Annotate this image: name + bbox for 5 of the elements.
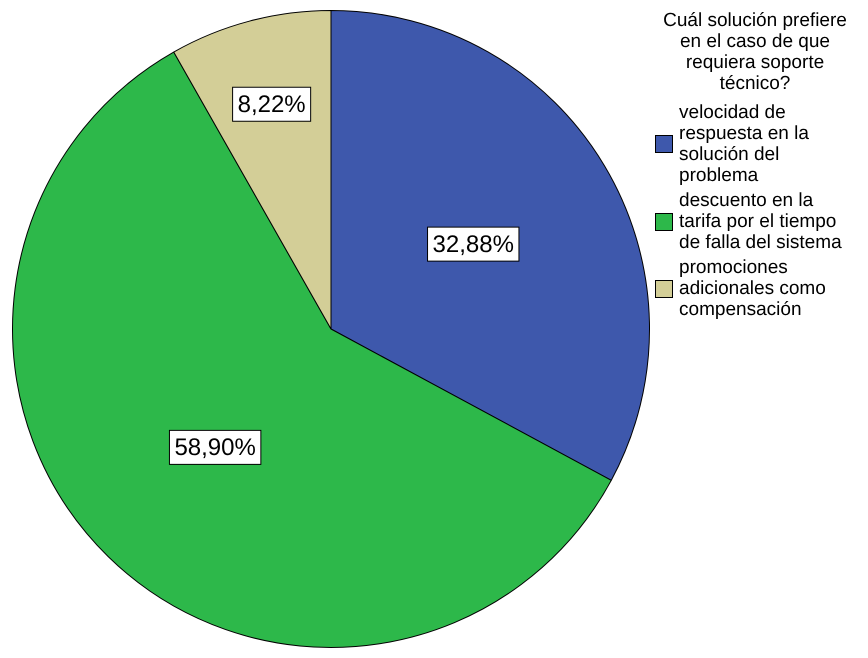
data-label: 32,88% xyxy=(432,230,514,258)
legend-title: Cuál solución prefiere en el caso de que requiera soporte técnico? xyxy=(662,10,848,94)
legend-label: promociones adicionales como compensación xyxy=(679,257,827,320)
data-label: 8,22% xyxy=(238,90,306,118)
data-label: 58,90% xyxy=(174,434,256,461)
